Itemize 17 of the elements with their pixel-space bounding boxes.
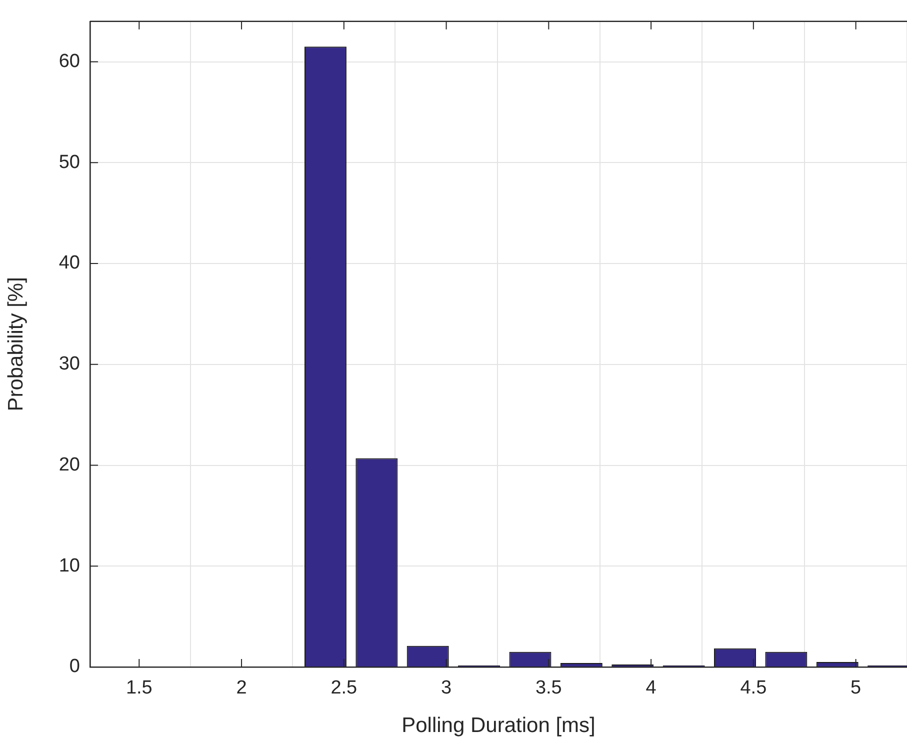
x-tick-label: 5	[850, 678, 862, 699]
x-tick-label: 4	[646, 678, 657, 699]
y-tick-label: 30	[58, 354, 80, 375]
y-tick-label: 40	[58, 252, 80, 274]
y-tick-label: 50	[58, 152, 80, 173]
x-tick-label: 2	[236, 678, 247, 699]
y-tick-label: 0	[69, 656, 80, 678]
y-axis-title: Probability [%]	[4, 277, 28, 412]
y-tick-label: 60	[58, 50, 80, 72]
x-tick-label: 1.5	[126, 678, 152, 699]
x-tick-label: 3	[440, 678, 452, 699]
y-tick-label: 10	[58, 555, 80, 576]
x-tick-label: 2.5	[330, 678, 358, 699]
y-tick-label: 20	[58, 454, 80, 476]
x-axis-title: Polling Duration [ms]	[402, 714, 596, 738]
x-tick-label: 4.5	[740, 678, 767, 699]
x-tick-label: 3.5	[535, 678, 562, 699]
